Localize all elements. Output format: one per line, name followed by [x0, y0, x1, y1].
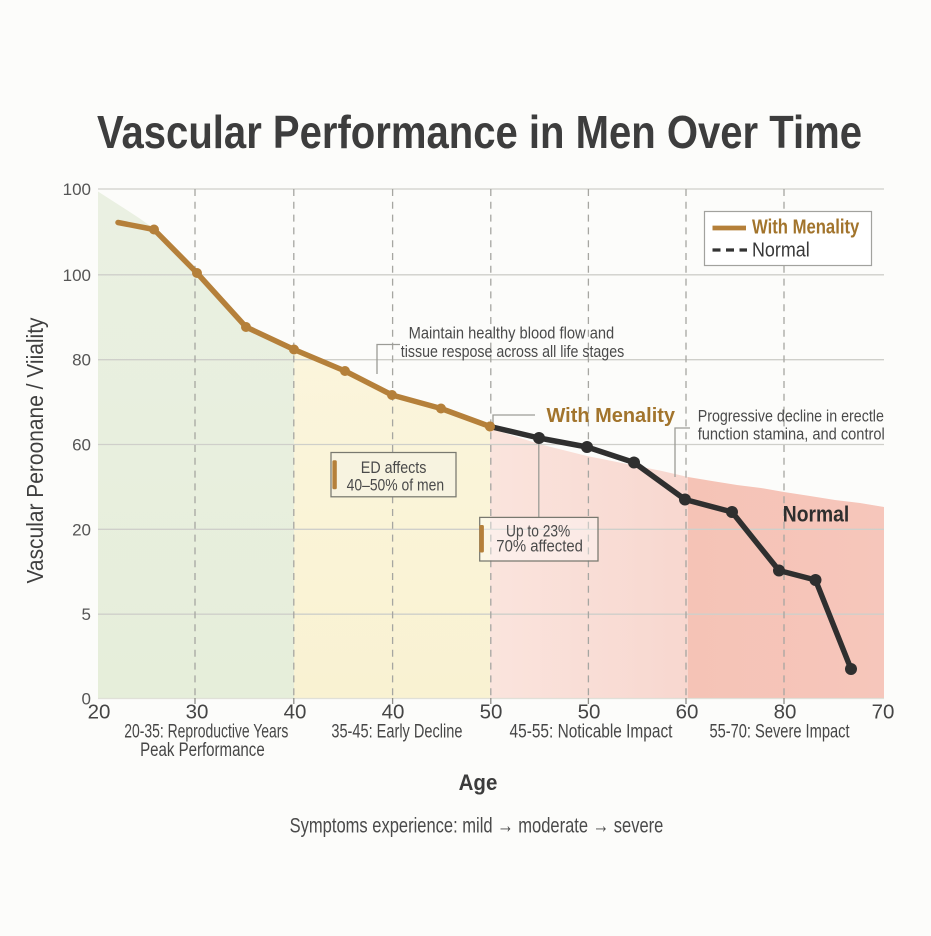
svg-text:5: 5 — [82, 605, 91, 624]
svg-text:30: 30 — [186, 701, 209, 724]
svg-text:40: 40 — [382, 701, 405, 724]
svg-text:Maintain healthy blood flow an: Maintain healthy blood flow and — [409, 325, 615, 343]
svg-text:70: 70 — [872, 701, 895, 724]
svg-text:40–50% of men: 40–50% of men — [347, 477, 445, 495]
svg-text:Progressive decline in erectle: Progressive decline in erectle — [698, 408, 884, 426]
svg-text:Vascular Peroonane / Viiality: Vascular Peroonane / Viiality — [22, 317, 48, 583]
svg-text:0: 0 — [82, 690, 91, 709]
svg-text:Age: Age — [459, 770, 498, 795]
svg-text:20-35: Reproductive Years: 20-35: Reproductive Years — [124, 722, 288, 743]
svg-text:80: 80 — [774, 701, 797, 724]
svg-text:function stamina, and control: function stamina, and control — [698, 426, 885, 444]
svg-text:80: 80 — [72, 351, 91, 370]
svg-text:Normal: Normal — [783, 502, 849, 527]
svg-text:60: 60 — [72, 436, 91, 455]
svg-text:Up to 23%: Up to 23% — [506, 522, 571, 540]
svg-text:tissue respose across all life: tissue respose across all life stages — [401, 343, 624, 361]
svg-text:Symptoms experience: mild → mo: Symptoms experience: mild → moderate → s… — [290, 814, 664, 838]
svg-text:Normal: Normal — [752, 240, 810, 262]
svg-text:50: 50 — [480, 701, 503, 724]
svg-text:55-70: Severe Impact: 55-70: Severe Impact — [709, 722, 850, 743]
svg-text:40: 40 — [284, 701, 307, 724]
svg-text:45-55: Noticable Impact: 45-55: Noticable Impact — [510, 722, 673, 743]
svg-text:100: 100 — [63, 180, 91, 199]
svg-text:60: 60 — [676, 701, 699, 724]
svg-text:Vascular Performance in Men Ov: Vascular Performance in Men Over Time — [97, 106, 862, 158]
svg-text:20: 20 — [88, 701, 111, 724]
svg-text:ED affects: ED affects — [361, 459, 427, 477]
svg-text:Peak Performance: Peak Performance — [140, 740, 265, 761]
svg-text:100: 100 — [63, 266, 91, 285]
svg-text:70% affected: 70% affected — [496, 538, 583, 556]
svg-text:20: 20 — [72, 520, 91, 539]
svg-text:With Menality: With Menality — [547, 404, 676, 427]
svg-text:35-45: Early Decline: 35-45: Early Decline — [331, 722, 462, 743]
svg-text:With Menality: With Menality — [752, 217, 860, 239]
svg-text:50: 50 — [578, 701, 601, 724]
